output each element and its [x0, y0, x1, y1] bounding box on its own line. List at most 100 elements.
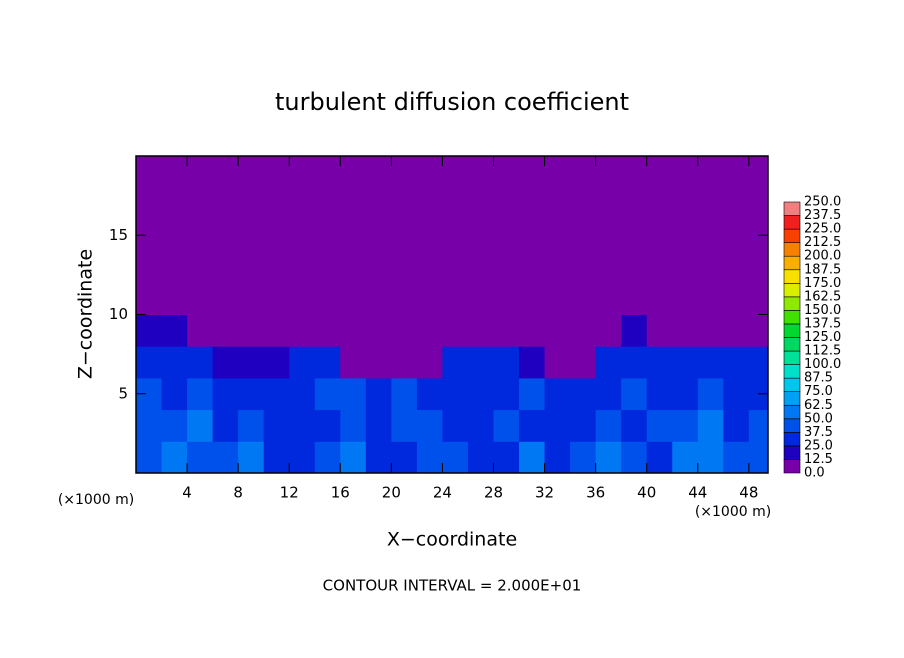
colorbar-label: 37.5: [804, 425, 833, 440]
heat-cell: [391, 346, 418, 379]
heat-cell: [212, 156, 239, 189]
heat-cell: [416, 156, 443, 189]
heat-cell: [161, 251, 188, 284]
x-tick-label: 8: [233, 484, 243, 502]
heat-cell: [442, 156, 469, 189]
heat-cell: [672, 251, 699, 284]
heat-cell: [263, 314, 290, 347]
heat-cell: [570, 409, 597, 442]
x-unit: (×1000 m): [58, 492, 134, 508]
heat-cell: [136, 187, 163, 220]
heat-cell: [467, 251, 494, 284]
heat-cell: [621, 409, 648, 442]
heat-cell: [544, 219, 571, 252]
heat-cell: [161, 282, 188, 315]
heat-cell: [314, 251, 341, 284]
heat-cell: [621, 156, 648, 189]
heat-cell: [391, 251, 418, 284]
heat-cell: [570, 377, 597, 411]
heat-cell: [161, 346, 188, 379]
y-tick-label: 15: [109, 226, 128, 244]
colorbar-swatch: [783, 391, 801, 406]
colorbar-label: 125.0: [804, 330, 841, 345]
heat-cell: [238, 441, 265, 473]
colorbar-label: 75.0: [804, 384, 833, 399]
heat-cell: [365, 409, 392, 442]
heat-cell: [238, 187, 265, 220]
heat-cell: [212, 251, 239, 284]
heat-cell: [136, 346, 163, 379]
colorbar-swatch: [783, 215, 801, 230]
colorbar-label: 0.0: [804, 466, 825, 481]
heat-cell: [391, 187, 418, 220]
heat-cell: [314, 377, 341, 411]
heat-cell: [748, 282, 768, 315]
heat-cell: [595, 251, 622, 284]
heat-cell: [672, 346, 699, 379]
heat-cell: [340, 441, 367, 473]
heat-cell: [544, 187, 571, 220]
heat-cell: [570, 346, 597, 379]
heat-cell: [646, 251, 673, 284]
heat-cell: [365, 219, 392, 252]
heat-cell: [365, 282, 392, 315]
heat-cell: [238, 219, 265, 252]
x-tick-label: 44: [688, 484, 707, 502]
x-unit: (×1000 m): [695, 504, 771, 520]
heat-cell: [697, 187, 724, 220]
heat-cell: [416, 377, 443, 411]
heat-cell: [646, 409, 673, 442]
heat-cell: [519, 282, 546, 315]
heat-cell: [519, 377, 546, 411]
heat-cell: [544, 156, 571, 189]
heat-cell: [340, 314, 367, 347]
heat-cell: [416, 314, 443, 347]
heat-cell: [723, 409, 750, 442]
colorbar-label: 100.0: [804, 357, 841, 372]
heat-cell: [595, 187, 622, 220]
colorbar-label: 237.5: [804, 208, 841, 223]
heat-cell: [467, 156, 494, 189]
heat-cell: [238, 346, 265, 379]
heat-cell: [519, 346, 546, 379]
heat-cell: [314, 187, 341, 220]
heat-cell: [340, 409, 367, 442]
y-tick-label: 5: [118, 384, 128, 402]
heat-cell: [467, 282, 494, 315]
heat-cell: [263, 377, 290, 411]
heat-cell: [467, 346, 494, 379]
heat-cell: [238, 409, 265, 442]
heat-cell: [391, 377, 418, 411]
heat-cell: [519, 187, 546, 220]
colorbar-label: 62.5: [804, 398, 833, 413]
heat-cell: [595, 441, 622, 473]
heat-cell: [263, 441, 290, 473]
heat-cell: [289, 441, 316, 473]
heat-cell: [621, 187, 648, 220]
heat-cell: [365, 377, 392, 411]
heat-cell: [697, 346, 724, 379]
x-tick-label: 32: [535, 484, 554, 502]
heat-cell: [340, 156, 367, 189]
heat-cell: [238, 156, 265, 189]
colorbar-swatch: [783, 418, 801, 433]
heat-cell: [187, 409, 214, 442]
heat-cell: [187, 187, 214, 220]
colorbar-swatch: [783, 404, 801, 420]
heat-cell: [442, 187, 469, 220]
colorbar-swatch: [783, 255, 801, 271]
heat-cell: [748, 346, 768, 379]
heat-cell: [161, 314, 188, 347]
heat-cell: [340, 187, 367, 220]
colorbar-swatch: [783, 350, 801, 365]
heat-cell: [672, 314, 699, 347]
heat-cell: [570, 187, 597, 220]
heat-cell: [212, 219, 239, 252]
heat-cell: [519, 156, 546, 189]
heat-cell: [748, 187, 768, 220]
heat-cell: [365, 441, 392, 473]
heat-cell: [289, 187, 316, 220]
heat-cell: [314, 219, 341, 252]
heat-cell: [646, 377, 673, 411]
heat-cell: [416, 409, 443, 442]
